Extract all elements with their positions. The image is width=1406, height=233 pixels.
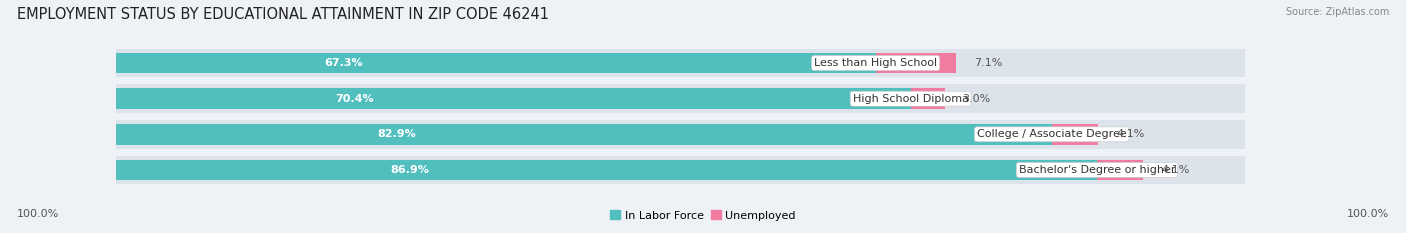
Text: 3.0%: 3.0% <box>962 94 991 104</box>
Text: 70.4%: 70.4% <box>335 94 374 104</box>
Bar <box>115 89 911 109</box>
Text: 4.1%: 4.1% <box>1116 129 1144 139</box>
Bar <box>115 124 1052 144</box>
Text: Less than High School: Less than High School <box>814 58 938 68</box>
Bar <box>115 53 876 73</box>
Text: 82.9%: 82.9% <box>377 129 416 139</box>
Text: 4.1%: 4.1% <box>1161 165 1189 175</box>
Text: EMPLOYMENT STATUS BY EDUCATIONAL ATTAINMENT IN ZIP CODE 46241: EMPLOYMENT STATUS BY EDUCATIONAL ATTAINM… <box>17 7 548 22</box>
Text: College / Associate Degree: College / Associate Degree <box>977 129 1126 139</box>
Bar <box>115 156 1244 184</box>
Text: High School Diploma: High School Diploma <box>852 94 969 104</box>
Bar <box>1052 124 1098 144</box>
Bar <box>115 120 1244 149</box>
Text: 100.0%: 100.0% <box>17 209 59 219</box>
Legend: In Labor Force, Unemployed: In Labor Force, Unemployed <box>606 206 800 225</box>
Text: Source: ZipAtlas.com: Source: ZipAtlas.com <box>1285 7 1389 17</box>
Bar <box>115 49 1244 77</box>
Text: 67.3%: 67.3% <box>325 58 363 68</box>
Bar <box>115 160 1097 180</box>
Bar <box>115 84 1244 113</box>
Bar <box>1097 160 1143 180</box>
Bar <box>911 89 945 109</box>
Text: 86.9%: 86.9% <box>391 165 429 175</box>
Text: 7.1%: 7.1% <box>974 58 1002 68</box>
Text: Bachelor's Degree or higher: Bachelor's Degree or higher <box>1019 165 1175 175</box>
Bar <box>876 53 956 73</box>
Text: 100.0%: 100.0% <box>1347 209 1389 219</box>
